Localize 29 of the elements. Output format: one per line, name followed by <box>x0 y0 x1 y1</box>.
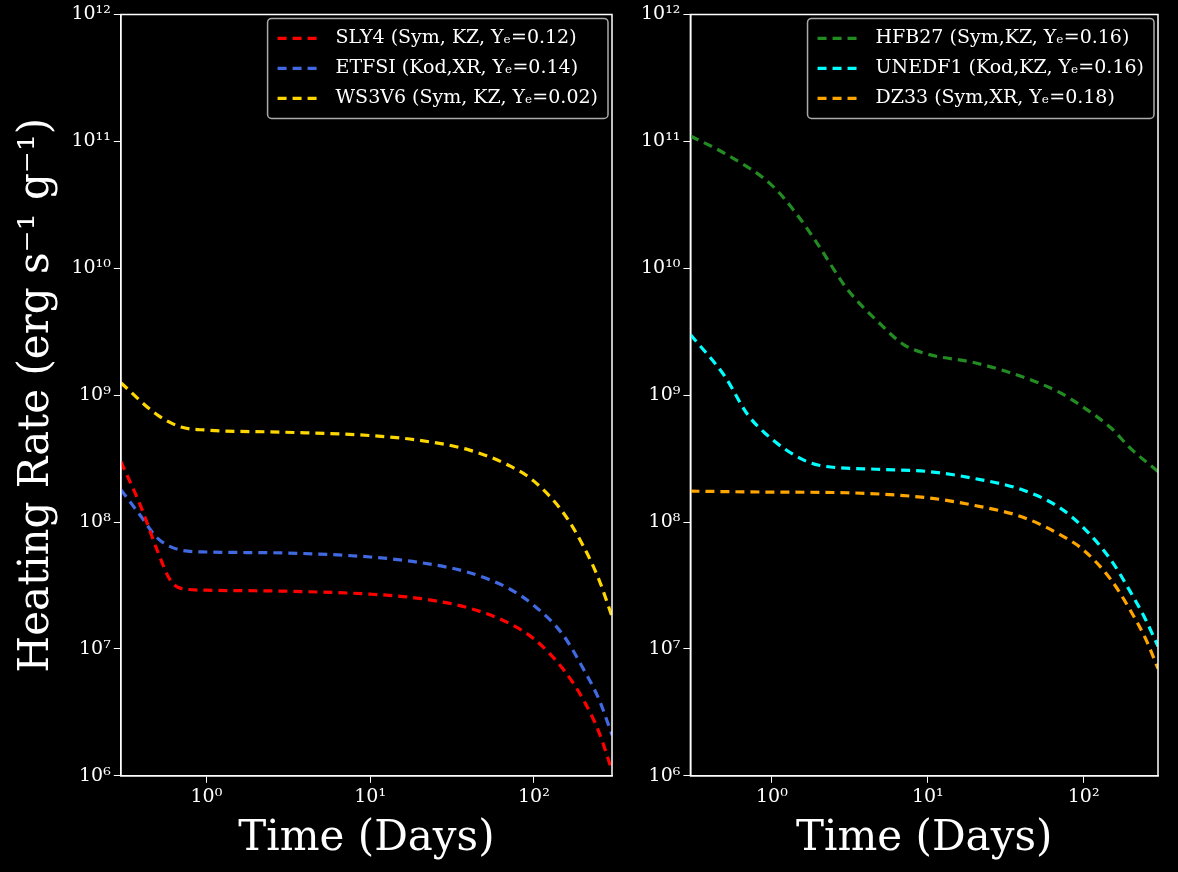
x-tick-label: 10⁰ <box>190 784 223 807</box>
x-axis-title: Time (Days) <box>796 810 1053 860</box>
legend-label: UNEDF1 (Kod,KZ, Yₑ=0.16) <box>875 55 1144 78</box>
x-axis-title: Time (Days) <box>238 810 495 860</box>
y-tick-label: 10⁶ <box>648 762 681 785</box>
y-tick-label: 10¹⁰ <box>640 255 681 278</box>
y-tick-label: 10⁷ <box>648 635 681 658</box>
legend-label: HFB27 (Sym,KZ, Yₑ=0.16) <box>875 25 1130 48</box>
y-tick-label: 10⁷ <box>79 635 112 658</box>
y-tick-label: 10¹² <box>71 1 111 24</box>
y-tick-label: 10¹² <box>640 1 681 24</box>
x-tick-label: 10¹ <box>911 784 944 807</box>
legend-label: DZ33 (Sym,XR, Yₑ=0.18) <box>875 85 1115 108</box>
y-tick-label: 10⁶ <box>79 762 112 785</box>
y-tick-label: 10¹⁰ <box>71 255 112 278</box>
legend-label: ETFSI (Kod,XR, Yₑ=0.14) <box>335 55 579 78</box>
x-tick-label: 10¹ <box>354 784 387 807</box>
y-tick-label: 10⁹ <box>79 382 112 405</box>
legend-label: WS3V6 (Sym, KZ, Yₑ=0.02) <box>335 85 598 108</box>
y-tick-label: 10¹¹ <box>640 128 681 151</box>
y-tick-label: 10⁸ <box>79 508 112 531</box>
legend-label: SLY4 (Sym, KZ, Yₑ=0.12) <box>335 25 577 48</box>
x-tick-label: 10² <box>517 784 550 807</box>
y-tick-label: 10⁸ <box>648 508 681 531</box>
y-tick-label: 10¹¹ <box>71 128 111 151</box>
x-tick-label: 10⁰ <box>756 784 789 807</box>
y-tick-label: 10⁹ <box>648 382 681 405</box>
x-tick-label: 10² <box>1067 784 1100 807</box>
y-axis-title: Heating Rate (erg s⁻¹ g⁻¹) <box>9 117 59 673</box>
